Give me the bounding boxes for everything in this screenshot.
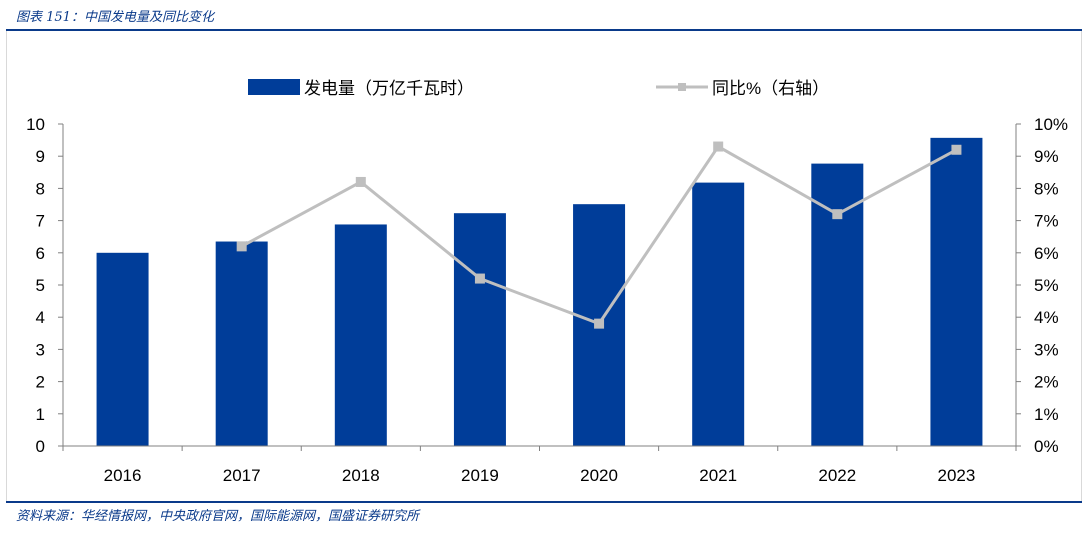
x-tick-label: 2017 bbox=[223, 466, 261, 485]
x-tick-label: 2022 bbox=[818, 466, 856, 485]
yoy-point-2021 bbox=[713, 141, 724, 152]
yoy-point-2017 bbox=[236, 241, 247, 252]
right-tick-label: 10% bbox=[1034, 115, 1068, 134]
legend-line-label: 同比%（右轴） bbox=[712, 79, 829, 98]
frame-right-border bbox=[1081, 31, 1082, 501]
right-tick-label: 8% bbox=[1034, 179, 1059, 198]
x-tick-label: 2020 bbox=[580, 466, 618, 485]
right-tick-label: 4% bbox=[1034, 308, 1059, 327]
right-tick-label: 7% bbox=[1034, 212, 1059, 231]
legend-bar-label: 发电量（万亿千瓦时） bbox=[304, 79, 474, 98]
left-tick-label: 8 bbox=[36, 179, 45, 198]
left-tick-label: 3 bbox=[36, 340, 45, 359]
right-tick-label: 9% bbox=[1034, 147, 1059, 166]
yoy-point-2022 bbox=[832, 209, 843, 220]
right-tick-label: 3% bbox=[1034, 340, 1059, 359]
figure-title: 图表 151：中国发电量及同比变化 bbox=[16, 10, 214, 25]
x-tick-label: 2019 bbox=[461, 466, 499, 485]
yoy-point-2020 bbox=[594, 318, 605, 329]
bar-2016 bbox=[96, 252, 149, 446]
yoy-point-2023 bbox=[951, 144, 962, 155]
right-tick-label: 5% bbox=[1034, 276, 1059, 295]
left-tick-label: 6 bbox=[36, 244, 45, 263]
bar-2019 bbox=[453, 213, 506, 446]
right-tick-label: 1% bbox=[1034, 405, 1059, 424]
top-rule bbox=[6, 29, 1082, 31]
bar-2017 bbox=[215, 241, 268, 446]
frame-left-border bbox=[6, 31, 7, 501]
yoy-point-2019 bbox=[474, 273, 485, 284]
x-tick-label: 2023 bbox=[938, 466, 976, 485]
legend-bar-swatch bbox=[248, 79, 300, 95]
legend: 发电量（万亿千瓦时） 同比%（右轴） bbox=[248, 79, 829, 98]
x-tick-label: 2016 bbox=[104, 466, 142, 485]
bar-2018 bbox=[334, 224, 387, 446]
left-tick-label: 2 bbox=[36, 373, 45, 392]
bar-series bbox=[96, 137, 983, 446]
bar-2021 bbox=[692, 182, 745, 446]
left-y-axis: 0 1 2 3 4 5 6 7 8 9 10 bbox=[26, 115, 64, 456]
left-tick-label: 9 bbox=[36, 147, 45, 166]
left-tick-label: 10 bbox=[26, 115, 45, 134]
x-tick-label: 2021 bbox=[699, 466, 737, 485]
right-y-axis: 0% 1% 2% 3% 4% 5% 6% 7% 8% 9% 10% bbox=[1015, 115, 1068, 456]
left-tick-label: 0 bbox=[36, 437, 45, 456]
yoy-point-2018 bbox=[355, 176, 366, 187]
bar-2023 bbox=[930, 137, 983, 446]
left-tick-label: 5 bbox=[36, 276, 45, 295]
right-tick-label: 2% bbox=[1034, 373, 1059, 392]
left-tick-label: 1 bbox=[36, 405, 45, 424]
legend-line-marker bbox=[678, 83, 686, 91]
x-axis: 2016 2017 2018 2019 2020 2021 2022 2023 bbox=[62, 445, 1017, 485]
line-series bbox=[236, 141, 962, 329]
right-tick-label: 6% bbox=[1034, 244, 1059, 263]
right-tick-label: 0% bbox=[1034, 437, 1059, 456]
x-tick-label: 2018 bbox=[342, 466, 380, 485]
left-tick-label: 4 bbox=[36, 308, 45, 327]
source-note: 资料来源：华经情报网，中央政府官网，国际能源网，国盛证券研究所 bbox=[16, 509, 420, 524]
bottom-rule bbox=[6, 501, 1082, 503]
left-tick-label: 7 bbox=[36, 212, 45, 231]
